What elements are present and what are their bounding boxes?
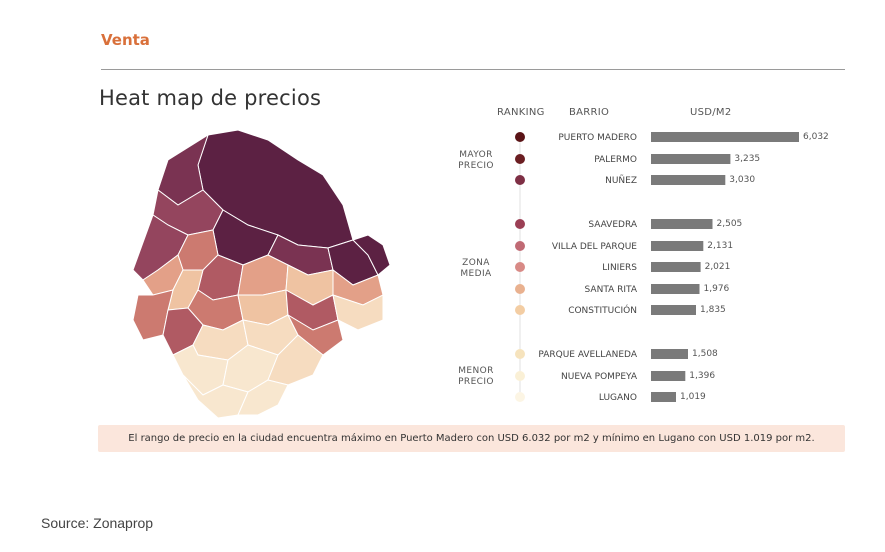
barrio-label: SANTA RITA	[585, 285, 638, 295]
ranking-dot	[515, 132, 525, 142]
column-header-barrio: BARRIO	[569, 107, 610, 118]
price-value-label: 1,835	[700, 305, 726, 315]
price-value-label: 1,019	[680, 392, 706, 402]
price-value-label: 3,030	[729, 175, 755, 185]
footnote-text: El rango de precio en la ciudad encuentr…	[128, 433, 815, 444]
group-label-line: ZONA	[462, 258, 490, 268]
barrio-label: CONSTITUCIÓN	[568, 304, 637, 316]
price-bar	[651, 175, 726, 185]
barrio-label: PARQUE AVELLANEDA	[538, 350, 637, 360]
ranking-dot	[515, 154, 525, 164]
column-header-value: USD/M2	[690, 107, 732, 118]
price-bar	[651, 284, 700, 294]
price-value-label: 1,976	[704, 284, 730, 294]
group-label-line: MENOR	[458, 366, 494, 376]
barrio-label: VILLA DEL PARQUE	[552, 242, 637, 252]
barrio-label: NUEVA POMPEYA	[561, 372, 638, 382]
ranking-dot	[515, 262, 525, 272]
group-label-line: MEDIA	[460, 269, 492, 279]
group-label-mayor-precio: MAYOR PRECIO	[446, 150, 506, 172]
group-label-line: PRECIO	[458, 161, 494, 171]
price-value-label: 2,021	[705, 262, 731, 272]
price-value-label: 1,508	[692, 349, 718, 359]
group-label-menor-precio: MENOR PRECIO	[446, 366, 506, 388]
heat-map	[132, 130, 390, 419]
price-bar	[651, 132, 799, 142]
group-label-zona-media: ZONA MEDIA	[446, 258, 506, 280]
price-bar	[651, 154, 731, 164]
price-value-label: 1,396	[689, 371, 715, 381]
ranking-dot	[515, 219, 525, 229]
ranking-dot	[515, 284, 525, 294]
barrio-label: LUGANO	[599, 393, 637, 403]
price-bar	[651, 241, 704, 251]
price-value-label: 2,505	[717, 219, 743, 229]
barrio-label: PUERTO MADERO	[558, 133, 637, 143]
ranking-dot	[515, 349, 525, 359]
barrio-label: PALERMO	[594, 155, 637, 165]
ranking-dot	[515, 371, 525, 381]
group-label-line: PRECIO	[458, 377, 494, 387]
group-label-line: MAYOR	[459, 150, 493, 160]
price-value-label: 2,131	[707, 241, 733, 251]
ranking-dot	[515, 175, 525, 185]
price-bar	[651, 262, 701, 272]
barrio-label: LINIERS	[602, 263, 637, 273]
column-header-ranking: RANKING	[497, 107, 545, 118]
footnote-box: El rango de precio en la ciudad encuentr…	[98, 425, 845, 452]
price-bar	[651, 349, 688, 359]
price-value-label: 6,032	[803, 132, 829, 142]
divider	[101, 69, 845, 70]
barrio-label: NUÑEZ	[605, 175, 637, 186]
price-bar	[651, 371, 686, 381]
page-title: Heat map de precios	[99, 86, 322, 110]
ranking-dot	[515, 305, 525, 315]
source-caption: Source: Zonaprop	[41, 515, 154, 531]
map-district	[352, 234, 390, 276]
ranking-dot	[515, 241, 525, 251]
price-value-label: 3,235	[734, 154, 760, 164]
ranking-dot	[515, 392, 525, 402]
map-district	[237, 379, 289, 416]
price-bar	[651, 305, 696, 315]
section-label: Venta	[101, 31, 150, 49]
price-bar	[651, 219, 713, 229]
barrio-label: SAAVEDRA	[588, 220, 638, 230]
price-bar	[651, 392, 676, 402]
ranking-bar-chart: PUERTO MADERO 6,032 PALERMO 3,235 NUÑEZ 3,030…	[515, 132, 829, 403]
